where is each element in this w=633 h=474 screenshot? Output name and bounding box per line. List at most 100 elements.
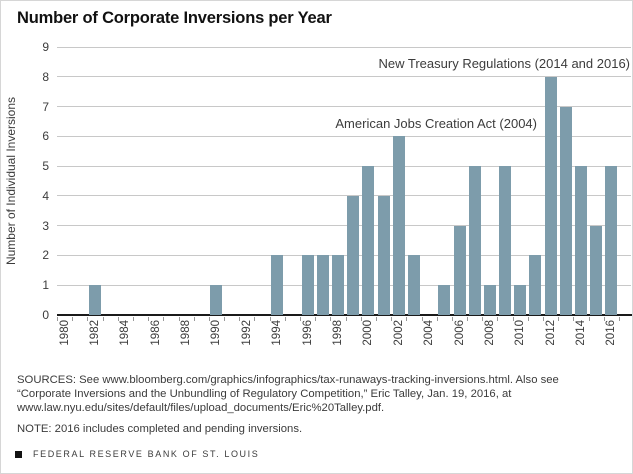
- plot-area: 0 1 2 3 4 5 6 7 8 9 1980 1982 1984 1986 1988 1990 1992 19…: [42, 40, 632, 346]
- x-tick-label: 2000: [362, 320, 375, 346]
- bar-2015: [590, 225, 603, 315]
- gridline: [57, 254, 631, 256]
- x-tick: [208, 317, 210, 321]
- x-tick-label: 2014: [575, 320, 588, 346]
- sources-line-3: www.law.nyu.edu/sites/default/files/uplo…: [17, 401, 385, 414]
- x-tick: [375, 317, 377, 321]
- x-tick: [543, 317, 545, 321]
- gridline: [57, 46, 631, 48]
- x-tick-label: 2006: [453, 320, 466, 346]
- x-tick: [57, 317, 58, 321]
- bar-1982: [88, 285, 101, 315]
- chart-title: Number of Corporate Inversions per Year: [17, 9, 332, 27]
- x-tick: [300, 317, 302, 321]
- x-axis-line: [57, 314, 632, 316]
- y-tick-label: 5: [42, 159, 49, 174]
- x-tick: [482, 317, 484, 321]
- x-tick: [117, 317, 119, 321]
- gridline: [57, 225, 631, 227]
- x-tick: [558, 317, 560, 321]
- x-tick: [284, 317, 286, 321]
- x-tick: [148, 317, 150, 321]
- y-tick-label: 6: [42, 129, 49, 144]
- x-tick: [421, 317, 423, 321]
- x-tick-label: 2012: [544, 320, 557, 346]
- bar-1990: [210, 285, 223, 315]
- bar-2001: [377, 195, 390, 315]
- x-tick-label: 2004: [423, 320, 436, 346]
- gridline: [57, 284, 631, 286]
- x-tick: [573, 317, 575, 321]
- x-tick-label: 1984: [119, 320, 132, 346]
- x-tick-label: 1992: [240, 320, 253, 346]
- bar-2014: [575, 166, 588, 315]
- x-tick-label: 1998: [332, 320, 344, 346]
- y-tick-label: 7: [42, 99, 49, 114]
- x-tick: [87, 317, 89, 321]
- y-tick-label: 0: [42, 308, 49, 322]
- x-tick: [269, 317, 271, 321]
- bar-2010: [514, 285, 527, 315]
- x-tick: [132, 317, 134, 321]
- sources-line-2: “Corporate Inversions and the Unbundling…: [17, 387, 512, 400]
- x-tick: [619, 317, 620, 321]
- x-tick-label: 2016: [605, 320, 618, 346]
- sources-line-1: SOURCES: See www.bloomberg.com/graphics/…: [17, 374, 559, 386]
- bar-2005: [438, 285, 451, 315]
- bar-2002: [392, 136, 405, 315]
- gridline: [57, 106, 631, 108]
- note-text: NOTE: 2016 includes completed and pendin…: [17, 423, 303, 435]
- x-tick-label: 2010: [514, 320, 527, 346]
- x-tick: [345, 317, 347, 321]
- bar-1996: [301, 255, 314, 315]
- x-tick-label: 1980: [58, 320, 71, 346]
- bar-2016: [605, 166, 618, 315]
- gridline: [57, 135, 631, 137]
- x-tick-label: 2002: [392, 320, 405, 346]
- x-tick: [224, 317, 226, 321]
- y-axis-title: Number of Individual Inversions: [4, 96, 18, 266]
- branding-label: FEDERAL RESERVE BANK OF ST. LOUIS: [33, 449, 260, 459]
- x-tick: [163, 317, 165, 321]
- x-tick: [239, 317, 241, 321]
- x-tick: [72, 317, 74, 321]
- x-tick-label: 1986: [149, 320, 162, 346]
- bar-2009: [499, 166, 512, 315]
- x-tick: [588, 317, 590, 321]
- annotation-treasury-regulations: New Treasury Regulations (2014 and 2016): [378, 56, 630, 71]
- y-tick-label: 3: [42, 218, 49, 233]
- x-tick: [102, 317, 104, 321]
- x-tick: [512, 317, 514, 321]
- x-tick: [360, 317, 362, 321]
- bar-2013: [559, 106, 572, 315]
- bar-2008: [483, 285, 496, 315]
- x-tick-label: 1988: [180, 320, 193, 346]
- x-tick-label: 1996: [301, 320, 314, 346]
- x-tick: [603, 317, 605, 321]
- x-tick: [193, 317, 195, 321]
- bar-2011: [529, 255, 542, 315]
- sources-text: SOURCES: See www.bloomberg.com/graphics/…: [17, 374, 559, 415]
- gridline: [57, 195, 631, 197]
- y-tick-label: 1: [42, 278, 49, 293]
- x-tick-label: 2008: [483, 320, 496, 346]
- annotation-jobs-creation-act: American Jobs Creation Act (2004): [335, 116, 537, 131]
- bar-2006: [453, 225, 466, 315]
- x-tick: [436, 317, 438, 321]
- square-bullet-icon: [15, 450, 22, 458]
- x-tick-label: 1994: [271, 320, 284, 346]
- x-tick: [391, 317, 393, 321]
- y-tick-label: 2: [42, 248, 49, 263]
- x-tick-label: 1982: [88, 320, 101, 346]
- x-tick: [527, 317, 529, 321]
- bar-2003: [407, 255, 420, 315]
- bar-1998: [332, 255, 344, 315]
- x-tick: [330, 317, 332, 321]
- x-tick: [315, 317, 317, 321]
- x-tick: [406, 317, 408, 321]
- gridline: [57, 76, 631, 78]
- bar-2012: [544, 76, 557, 315]
- x-tick: [254, 317, 256, 321]
- gridline: [57, 165, 631, 167]
